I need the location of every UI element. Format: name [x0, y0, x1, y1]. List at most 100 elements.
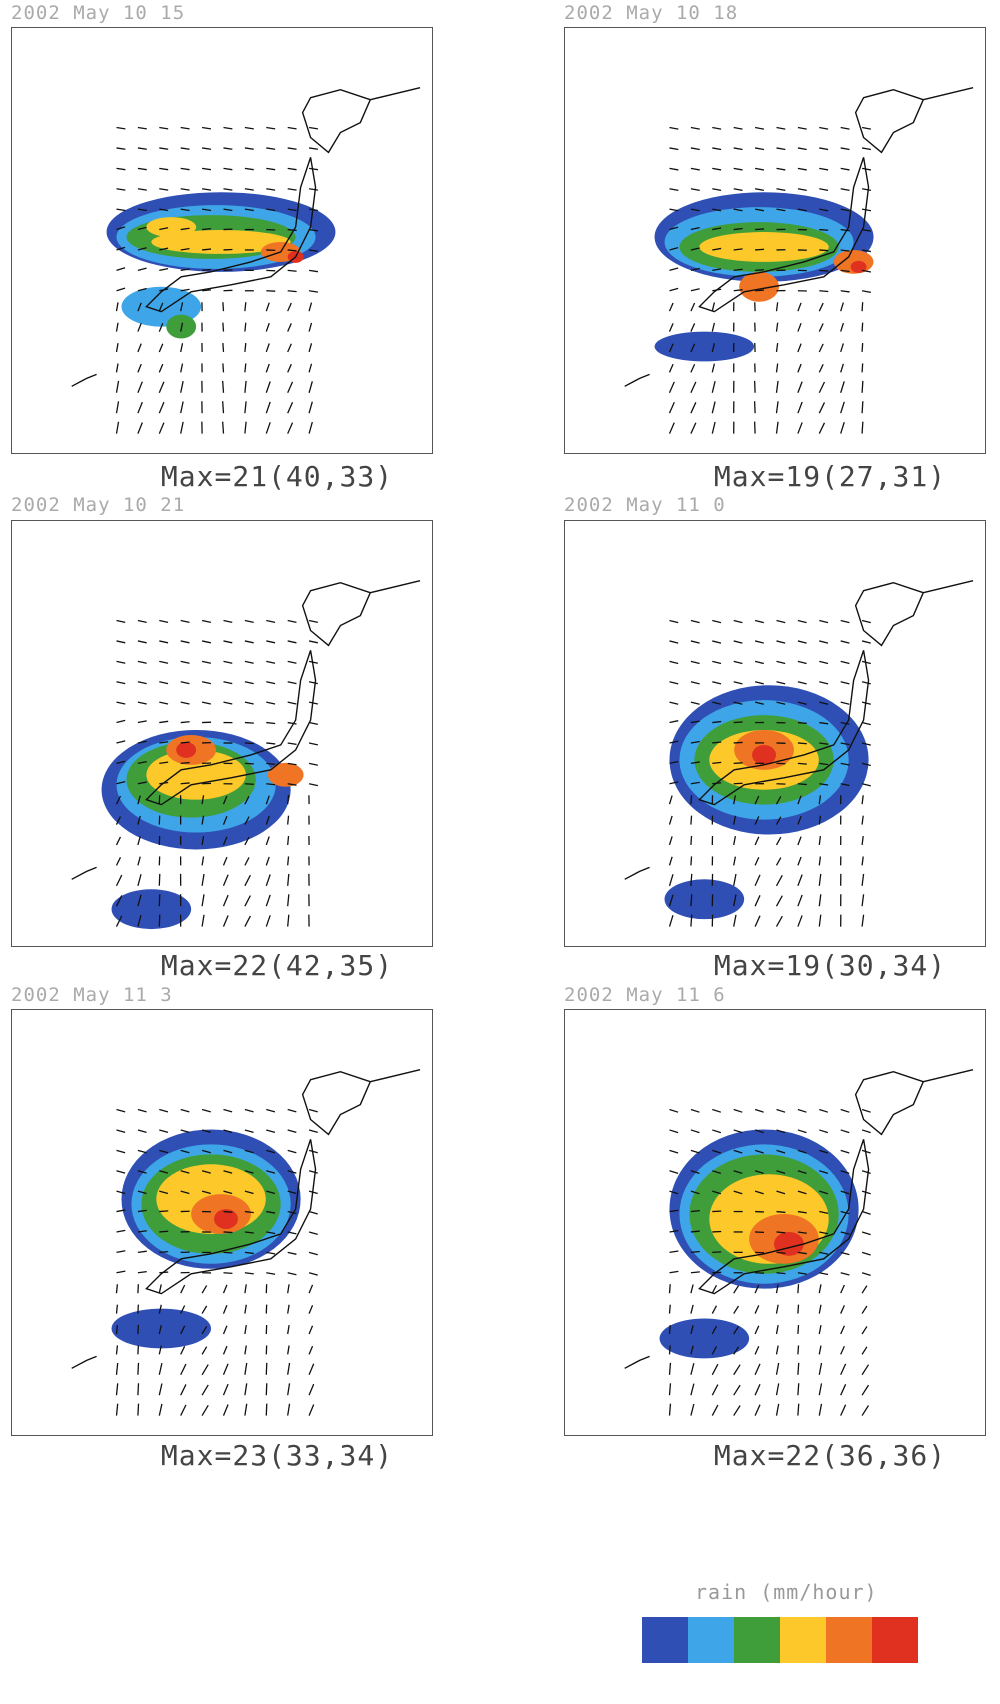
- wind-vector: [266, 783, 276, 786]
- wind-vector: [115, 1362, 119, 1375]
- wind-vector: [840, 1284, 845, 1294]
- wind-vector: [776, 640, 786, 644]
- wind-vector: [287, 290, 297, 293]
- wind-vector: [244, 915, 251, 927]
- wind-vector: [137, 894, 142, 907]
- wind-vector: [308, 1345, 314, 1355]
- wind-vector: [775, 1403, 780, 1416]
- wind-vector: [244, 836, 250, 846]
- wind-vector: [223, 1272, 233, 1275]
- wind-vector: [116, 760, 126, 764]
- wind-vector: [733, 894, 737, 907]
- wind-vector: [265, 795, 270, 805]
- wind-vector: [861, 856, 864, 866]
- wind-vector: [223, 126, 233, 130]
- wind-vector: [159, 126, 169, 130]
- wind-vector: [116, 126, 126, 130]
- wind-vector: [861, 1108, 871, 1113]
- max-label: Max=19(30,34): [713, 949, 947, 982]
- wind-vector: [797, 1170, 807, 1175]
- wind-vector: [115, 343, 119, 353]
- wind-vector: [159, 640, 169, 644]
- wind-vector: [222, 380, 225, 393]
- wind-vector: [754, 1404, 761, 1416]
- wind-vector: [287, 402, 294, 414]
- wind-vector: [201, 701, 211, 705]
- wind-vector: [308, 302, 313, 312]
- wind-vector: [265, 815, 270, 825]
- wind-vector: [180, 188, 190, 191]
- wind-vector: [733, 1190, 743, 1195]
- wind-vector: [308, 363, 313, 373]
- wind-vector: [797, 721, 807, 725]
- wind-vector: [222, 1325, 228, 1335]
- wind-vector: [775, 836, 782, 846]
- wind-vector: [712, 1129, 722, 1134]
- rain-contour: [111, 889, 192, 930]
- wind-vector: [137, 1362, 140, 1375]
- wind-vector: [754, 147, 765, 151]
- wind-vector: [222, 322, 225, 332]
- wind-vector: [819, 1170, 829, 1175]
- wind-vector: [115, 836, 122, 846]
- wind-vector: [222, 401, 225, 414]
- wind-vector: [754, 895, 761, 907]
- wind-vector: [159, 1170, 169, 1174]
- wind-vector: [115, 874, 123, 887]
- wind-vector: [159, 701, 169, 705]
- wind-vector: [244, 1325, 247, 1335]
- wind-vector: [159, 1210, 169, 1213]
- wind-vector: [775, 322, 779, 332]
- wind-vector: [775, 401, 779, 414]
- panel-title: 2002 May 11 6: [564, 984, 726, 1006]
- wind-vector: [712, 1149, 722, 1154]
- wind-vector: [115, 302, 119, 312]
- wind-vector: [244, 1272, 254, 1275]
- wind-vector: [244, 640, 254, 644]
- wind-vector: [861, 681, 871, 685]
- wind-vector: [266, 208, 276, 212]
- wind-vector: [180, 167, 190, 171]
- wind-vector: [819, 228, 829, 231]
- wind-vector: [115, 380, 120, 393]
- wind-vector: [754, 208, 765, 212]
- wind-vector: [861, 1285, 868, 1294]
- wind-vector: [180, 322, 184, 332]
- wind-vector: [244, 126, 254, 130]
- wind-vector: [308, 1404, 315, 1416]
- wind-vector: [159, 781, 169, 785]
- wind-vector: [861, 401, 864, 414]
- rain-map-panel: [11, 1009, 433, 1436]
- wind-vector: [861, 1170, 871, 1175]
- wind-vector: [223, 1170, 233, 1174]
- wind-vector: [308, 1251, 318, 1256]
- wind-vector: [180, 1384, 187, 1396]
- wind-vector: [287, 1251, 297, 1255]
- wind-vector: [840, 1404, 847, 1416]
- wind-vector: [818, 894, 822, 907]
- wind-vector: [733, 227, 743, 231]
- wind-vector: [222, 836, 228, 846]
- wind-vector: [861, 363, 864, 373]
- wind-vector: [840, 302, 844, 312]
- wind-vector: [733, 1129, 743, 1134]
- wind-vector: [797, 343, 802, 353]
- wind-vector: [712, 1170, 722, 1175]
- wind-vector: [690, 323, 696, 332]
- wind-vector: [115, 1383, 119, 1396]
- wind-vector: [840, 762, 850, 766]
- wind-vector: [668, 1403, 672, 1416]
- max-label: Max=22(42,35): [160, 949, 394, 982]
- wind-vector: [159, 188, 169, 191]
- wind-vector: [137, 720, 147, 724]
- wind-vector: [861, 721, 871, 726]
- wind-vector: [840, 363, 844, 373]
- wind-vector: [244, 762, 254, 765]
- wind-vector: [180, 782, 190, 785]
- wind-vector: [668, 302, 674, 312]
- wind-vector: [733, 1305, 740, 1314]
- wind-vector: [222, 1305, 228, 1314]
- wind-vector: [819, 1231, 829, 1235]
- wind-vector: [690, 894, 693, 907]
- wind-vector: [733, 126, 743, 130]
